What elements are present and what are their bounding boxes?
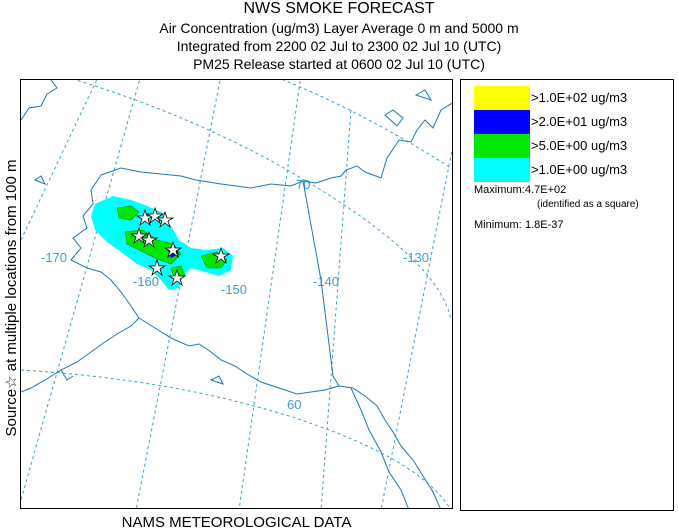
source-star bbox=[139, 230, 159, 249]
coastlines bbox=[21, 80, 452, 508]
legend-label: >5.0E+00 ug/m3 bbox=[531, 138, 628, 153]
source-star bbox=[163, 240, 183, 259]
lon-140-line bbox=[238, 80, 301, 508]
minimum-value: 1.8E-37 bbox=[525, 219, 564, 231]
islands bbox=[33, 175, 224, 385]
lat-60-label: 60 bbox=[287, 397, 301, 412]
legend-row: >1.0E+00 ug/m3 bbox=[474, 158, 674, 182]
siberia-coast bbox=[21, 80, 58, 121]
source-star bbox=[129, 226, 149, 245]
integration-period: Integrated from 2200 02 Jul to 2300 02 J… bbox=[176, 38, 502, 54]
graticule bbox=[21, 80, 452, 508]
concentration-subtitle: Air Concentration (ug/m3) Layer Average … bbox=[159, 20, 519, 36]
map-panel[interactable]: 70 60 -170 -160 -150 -140 -130 bbox=[20, 79, 453, 509]
lon-120-line bbox=[380, 147, 452, 508]
alaska-map: 70 60 -170 -160 -150 -140 -130 bbox=[21, 80, 452, 508]
legend-swatch bbox=[474, 158, 530, 182]
legend-row: >1.0E+02 ug/m3 bbox=[474, 86, 674, 110]
legend-label: >1.0E+00 ug/m3 bbox=[531, 162, 628, 177]
canada-arctic-coast bbox=[315, 102, 452, 184]
arctic-ocean-coast bbox=[100, 167, 317, 189]
lon-150-label: -150 bbox=[221, 282, 247, 297]
maximum-value: 4.7E+02 bbox=[525, 184, 567, 196]
minimum-label: Minimum: bbox=[474, 219, 522, 231]
lon-140-label: -140 bbox=[313, 274, 339, 289]
source-markers bbox=[129, 206, 231, 287]
bering-coast bbox=[70, 174, 140, 353]
source-star bbox=[211, 246, 231, 265]
canada-islands bbox=[384, 89, 433, 127]
legend-row: >2.0E+01 ug/m3 bbox=[474, 110, 674, 134]
source-star bbox=[167, 268, 187, 287]
release-start: PM25 Release started at 0600 02 Jul 10 (… bbox=[193, 56, 485, 72]
plume-5ug-contour-west bbox=[116, 205, 140, 221]
lat-60-line bbox=[21, 369, 451, 508]
panhandle-inner bbox=[350, 387, 409, 508]
legend-row: >5.0E+00 ug/m3 bbox=[474, 134, 674, 158]
legend-swatch bbox=[474, 134, 530, 158]
meteorological-data-label: NAMS METEOROLOGICAL DATA bbox=[121, 514, 352, 531]
source-star bbox=[155, 210, 175, 229]
maximum-label: Maximum: bbox=[474, 184, 525, 196]
lon-150-line bbox=[135, 80, 221, 508]
maximum-note: (identified as a square) bbox=[537, 199, 639, 210]
alaska-canada-border bbox=[302, 180, 340, 387]
forecast-title: NWS SMOKE FORECAST bbox=[243, 0, 435, 17]
lon-130-line bbox=[320, 109, 352, 508]
lon-130-label: -130 bbox=[403, 250, 429, 265]
alaska-peninsula bbox=[21, 351, 92, 393]
smoke-plume bbox=[91, 196, 233, 290]
lon-170-line bbox=[21, 80, 98, 241]
legend-label: >1.0E+02 ug/m3 bbox=[531, 90, 628, 105]
source-star bbox=[145, 206, 165, 225]
lat-70-line bbox=[74, 80, 452, 321]
legend-label: >2.0E+01 ug/m3 bbox=[531, 114, 628, 129]
legend-swatch bbox=[474, 86, 530, 110]
gulf-of-alaska-coast bbox=[138, 317, 441, 508]
lon-160-line bbox=[21, 80, 141, 501]
legend-panel: >1.0E+02 ug/m3 >2.0E+01 ug/m3 >5.0E+00 u… bbox=[460, 79, 674, 511]
lon-170-label: -170 bbox=[41, 250, 67, 265]
source-location-label: Source☆ at multiple locations from 100 m bbox=[3, 159, 20, 437]
source-star bbox=[147, 258, 167, 277]
legend-swatch bbox=[474, 110, 530, 134]
lon-160-label: -160 bbox=[133, 274, 159, 289]
